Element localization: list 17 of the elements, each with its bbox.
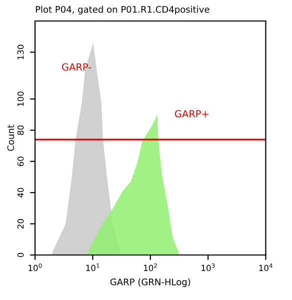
y-tick-label: 20: [17, 219, 24, 228]
y-tick-label: 40: [17, 188, 24, 198]
x-tick-label: 10$^{1}$: [86, 264, 100, 272]
y-axis-title: Count: [7, 124, 14, 151]
y-tick-label: 100: [17, 92, 24, 106]
y-tick-label: 60: [17, 156, 24, 166]
y-tick-label: 0: [17, 252, 24, 258]
x-tick-label: 10$^{3}$: [202, 263, 215, 272]
chart-title: Plot P04, gated on P01.R1.CD4positive: [36, 6, 210, 15]
x-tick-label: 10$^{4}$: [259, 264, 272, 272]
annotation: GARP+: [174, 110, 208, 118]
y-tick-label: 80: [17, 125, 24, 135]
x-tick-label: 10$^{0}$: [28, 263, 42, 272]
y-tick-label: 130: [17, 44, 24, 60]
annotation: GARP-: [62, 63, 92, 71]
x-axis-title: GARP (GRN-HLog): [110, 278, 190, 288]
x-tick-label: 10$^{2}$: [144, 263, 157, 272]
